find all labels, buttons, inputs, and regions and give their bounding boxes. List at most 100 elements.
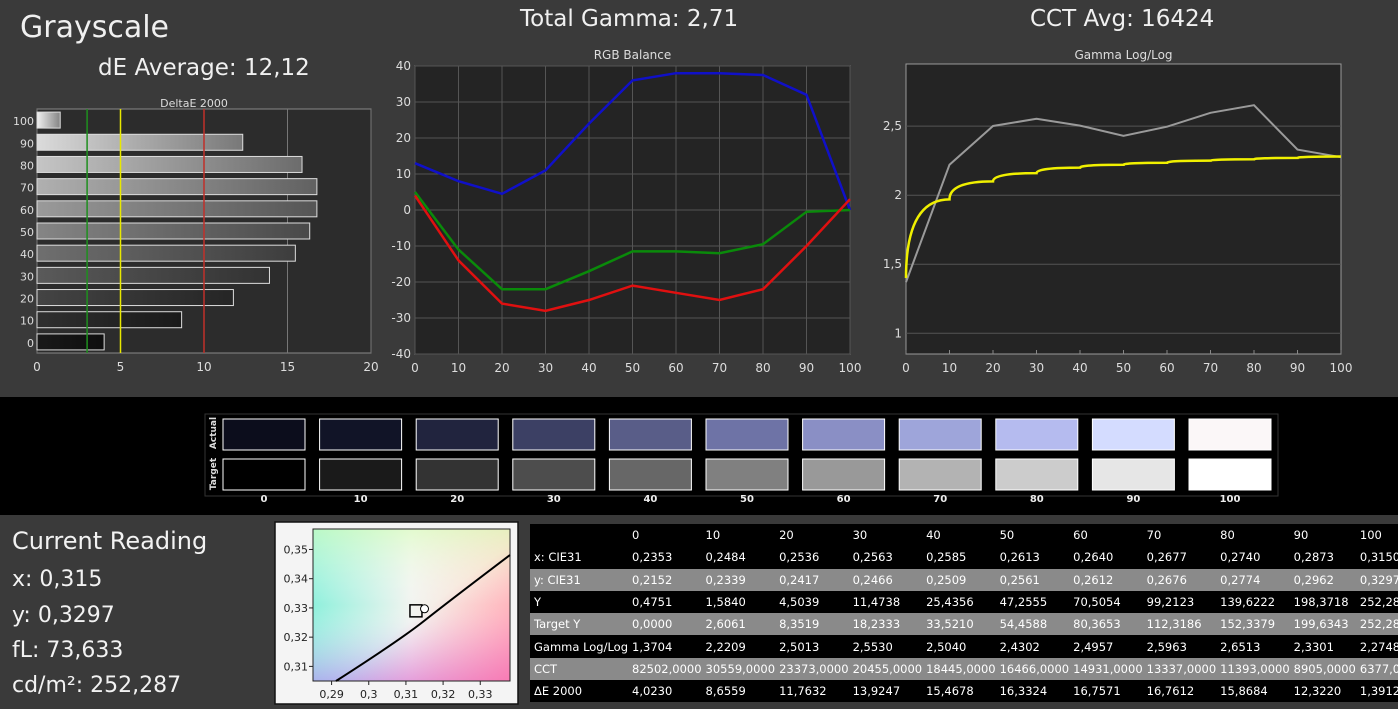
- table-cell: 2,6061: [701, 613, 776, 636]
- table-cell: 198,3718: [1289, 590, 1356, 614]
- deltae-category-label: 70: [20, 182, 34, 195]
- target-swatch: [415, 458, 499, 491]
- target-swatch: [608, 458, 692, 491]
- table-header-cell: 90: [1289, 524, 1356, 547]
- table-cell: 2,3301: [1289, 635, 1356, 658]
- gamma-measured-line: [905, 104, 1342, 283]
- reading-cdm2: cd/m²: 252,287: [12, 673, 182, 698]
- rgb-xtick: 80: [755, 361, 770, 375]
- table-row-label: y: CIE31: [530, 568, 629, 591]
- table-cell: 2,5013: [775, 635, 849, 658]
- target-swatch: [512, 458, 596, 491]
- rgb-xtick: 100: [839, 361, 862, 375]
- gamma-xtick: 100: [1330, 361, 1353, 375]
- table-cell: 199,6343: [1289, 613, 1356, 636]
- table-cell: 15,8684: [1216, 680, 1290, 703]
- rgb-xtick: 30: [538, 361, 553, 375]
- swatch-label: 0: [261, 494, 268, 505]
- swatch-label: 40: [643, 494, 657, 505]
- table-cell: 18445,0000: [922, 657, 996, 681]
- deltae-category-label: 20: [20, 293, 34, 306]
- table-header-cell: 10: [701, 524, 776, 547]
- table-cell: 4,5039: [775, 590, 849, 614]
- total-gamma-label: Total Gamma: 2,71: [520, 6, 739, 32]
- table-cell: 0,2613: [995, 546, 1070, 569]
- deltae-bar: [36, 111, 61, 129]
- table-row: CCT 82502,0000 30559,0000 23373,0000 20455,0…: [530, 657, 1398, 681]
- table-cell: 12,3220: [1289, 680, 1356, 703]
- actual-swatch: [898, 418, 982, 451]
- table-cell: 2,5530: [848, 635, 923, 658]
- target-swatch: [1188, 458, 1272, 491]
- table-cell: 0,4751: [628, 590, 702, 614]
- table-row: ΔE 2000 4,0230 8,6559 11,7632 13,9247 15,4678…: [530, 680, 1398, 703]
- table-cell: 0,2561: [995, 568, 1070, 591]
- table-header-cell: 100: [1355, 524, 1398, 547]
- table-cell: 11393,0000: [1216, 657, 1290, 681]
- deltae-xtick: 15: [280, 360, 295, 374]
- gamma-xtick: 60: [1159, 361, 1174, 375]
- table-cell: 47,2555: [995, 590, 1070, 614]
- planckian-locus: [335, 554, 511, 682]
- table-cell: 0,2640: [1069, 546, 1143, 569]
- table-cell: 2,2209: [701, 635, 776, 658]
- table-row: Target Y 0,0000 2,6061 8,3519 18,2333 33,5210…: [530, 613, 1398, 636]
- table-row-label: x: CIE31: [530, 546, 629, 569]
- table-cell: 0,2962: [1289, 568, 1356, 591]
- rgb-xtick: 10: [451, 361, 466, 375]
- rgb-ytick: -10: [391, 239, 411, 253]
- table-header-cell: 60: [1069, 524, 1143, 547]
- table-row-label: ΔE 2000: [530, 680, 629, 703]
- deltae-category-label: 90: [20, 137, 34, 150]
- deltae-bar: [36, 222, 311, 240]
- table-cell: 0,2353: [628, 546, 702, 569]
- table-cell: 99,2123: [1142, 590, 1217, 614]
- table-cell: 33,5210: [922, 613, 996, 636]
- table-cell: 0,0000: [628, 613, 702, 636]
- cie-xtick: 0,3: [360, 688, 378, 701]
- cie-ytick: 0,33: [284, 602, 309, 615]
- rgb-series-line: [413, 194, 851, 313]
- table-cell: 0,2612: [1069, 568, 1143, 591]
- table-cell: 0,2740: [1216, 546, 1290, 569]
- gamma-xtick: 40: [1072, 361, 1087, 375]
- table-cell: 30559,0000: [701, 657, 776, 681]
- gamma-xtick: 50: [1116, 361, 1131, 375]
- rgb-title: RGB Balance: [594, 48, 672, 62]
- table-cell: 1,3704: [628, 635, 702, 658]
- rgb-xtick: 70: [712, 361, 727, 375]
- gamma-xtick: 20: [985, 361, 1000, 375]
- gamma-xtick: 0: [902, 361, 910, 375]
- table-cell: 25,4356: [922, 590, 996, 614]
- rgb-ytick: 0: [403, 203, 411, 217]
- deltae-category-label: 60: [20, 204, 34, 217]
- target-swatch: [319, 458, 403, 491]
- cie-ytick: 0,35: [284, 543, 309, 556]
- table-cell: 20455,0000: [848, 657, 923, 681]
- gamma-xtick: 10: [942, 361, 957, 375]
- table-cell: 16,7612: [1142, 680, 1217, 703]
- actual-swatch: [512, 418, 596, 451]
- actual-swatch: [1188, 418, 1272, 451]
- table-cell: 8905,0000: [1289, 657, 1356, 681]
- table-cell: 23373,0000: [775, 657, 849, 681]
- gamma-ytick: 1: [894, 326, 902, 340]
- gamma-xtick: 30: [1029, 361, 1044, 375]
- target-row-label: Target: [209, 457, 219, 490]
- table-header-cell: 50: [995, 524, 1070, 547]
- cie-xtick: 0,33: [468, 688, 493, 701]
- swatch-label: 20: [450, 494, 464, 505]
- table-cell: 0,3297: [1355, 568, 1398, 591]
- gamma-xtick: 90: [1290, 361, 1305, 375]
- table-cell: 16,7571: [1069, 680, 1143, 703]
- actual-swatch: [705, 418, 789, 451]
- table-row: y: CIE31 0,2152 0,2339 0,2417 0,2466 0,2509 0,…: [530, 568, 1398, 591]
- swatch-comparison: Actual Target 0 10 20 30 40 50 60 70 80 90 100: [204, 413, 1279, 505]
- table-cell: 0,3150: [1355, 546, 1398, 569]
- table-cell: 0,2676: [1142, 568, 1217, 591]
- deltae-bar: [36, 200, 318, 218]
- table-cell: 0,2484: [701, 546, 776, 569]
- table-cell: 112,3186: [1142, 613, 1217, 636]
- table-cell: 2,4957: [1069, 635, 1143, 658]
- cie-xtick: 0,31: [394, 688, 419, 701]
